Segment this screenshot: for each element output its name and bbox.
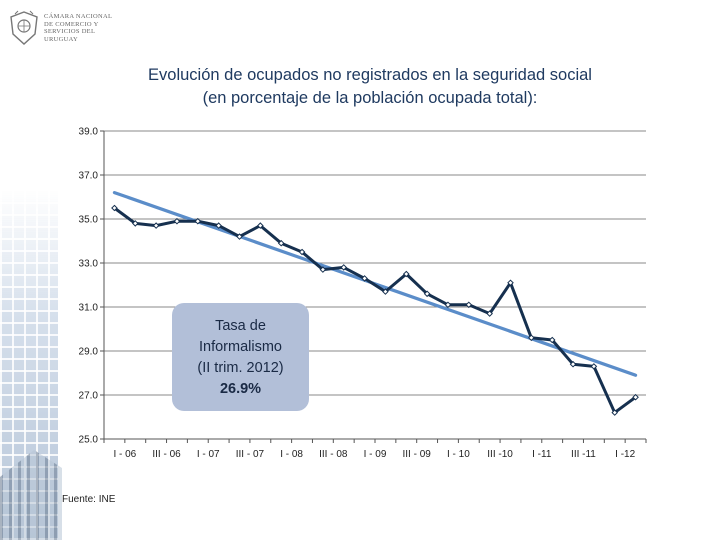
- data-point: [632, 393, 639, 401]
- callout-line-2: Informalismo: [199, 339, 282, 355]
- y-tick-label: 31.0: [79, 303, 99, 314]
- data-point: [486, 310, 493, 317]
- chamber-logo: Cámara Nacional de Comercio y Servicios …: [8, 10, 124, 46]
- data-point: [528, 334, 535, 342]
- logo-text-line: Servicios del: [44, 28, 96, 35]
- y-tick-label: 35.0: [79, 215, 99, 226]
- chart-title-line-2: (en porcentaje de la población ocupada t…: [202, 89, 538, 107]
- x-tick-label: III -10: [487, 449, 513, 460]
- data-point: [257, 222, 264, 229]
- data-point: [152, 222, 160, 229]
- chart-title: Evolución de ocupados no registrados en …: [60, 64, 680, 110]
- data-point: [277, 239, 285, 247]
- data-point: [111, 204, 118, 212]
- data-point: [444, 301, 452, 309]
- x-tick-label: I - 10: [447, 449, 470, 460]
- data-point: [236, 233, 243, 240]
- x-tick-label: III - 09: [403, 449, 432, 460]
- data-point: [611, 409, 619, 416]
- data-point: [319, 266, 327, 273]
- x-tick-label: III - 07: [236, 449, 265, 460]
- data-point: [194, 217, 202, 225]
- callout-value: 26.9%: [219, 381, 262, 397]
- callout-line-3: (II trim. 2012): [197, 360, 284, 376]
- y-tick-label: 25.0: [79, 435, 99, 446]
- chart-title-line-1: Evolución de ocupados no registrados en …: [148, 66, 592, 84]
- data-point: [340, 264, 348, 271]
- x-tick-label: I - 08: [280, 449, 303, 460]
- data-point: [361, 275, 368, 282]
- logo-text: Cámara Nacional de Comercio y Servicios …: [44, 13, 124, 43]
- data-point: [131, 220, 139, 227]
- y-tick-label: 27.0: [79, 391, 99, 402]
- x-tick-label: I -12: [615, 449, 635, 460]
- x-tick-label: III - 06: [152, 449, 181, 460]
- data-point: [215, 222, 222, 229]
- data-point: [402, 270, 410, 278]
- data-point: [465, 301, 473, 309]
- logo-text-line: Cámara Nacional: [44, 13, 113, 20]
- x-tick-label: I - 09: [364, 449, 387, 460]
- data-point: [382, 288, 389, 295]
- data-point: [590, 363, 598, 370]
- x-tick-label: III - 08: [319, 449, 348, 460]
- x-tick-label: I -11: [532, 449, 552, 460]
- informalism-callout: Tasa de Informalismo (II trim. 2012) 26.…: [172, 303, 309, 411]
- y-tick-label: 39.0: [79, 127, 99, 138]
- data-point: [548, 336, 556, 344]
- data-point: [298, 248, 306, 256]
- y-tick-label: 37.0: [79, 171, 99, 182]
- x-tick-label: I - 07: [197, 449, 220, 460]
- source-note: Fuente: INE: [62, 494, 116, 505]
- x-tick-label: I - 06: [113, 449, 136, 460]
- y-tick-label: 29.0: [79, 347, 99, 358]
- logo-text-line: de Comercio y: [44, 20, 99, 28]
- logo-text-line: Uruguay: [44, 35, 79, 43]
- data-point: [569, 360, 577, 368]
- data-point: [507, 279, 514, 287]
- callout-line-1: Tasa de: [215, 318, 266, 334]
- data-point: [423, 290, 431, 298]
- data-point: [173, 217, 181, 225]
- y-tick-label: 33.0: [79, 259, 99, 270]
- series-line: [113, 206, 637, 415]
- shield-seal-icon: [10, 10, 38, 45]
- x-tick-label: III -11: [571, 449, 596, 460]
